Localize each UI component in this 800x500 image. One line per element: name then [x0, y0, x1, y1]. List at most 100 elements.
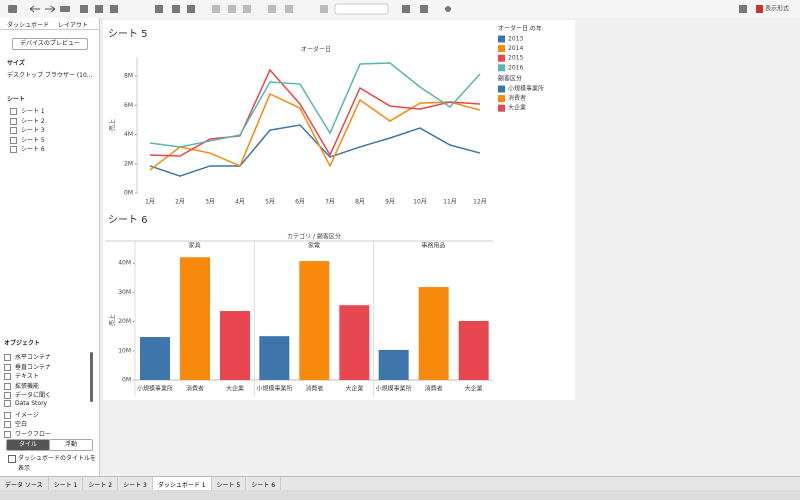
x-tick-label: 消費者: [186, 385, 204, 393]
x-tick-label: 5月: [265, 199, 275, 206]
checkbox[interactable]: [8, 455, 16, 463]
x-tick-label: 4月: [235, 199, 245, 206]
x-tick-label: 大企業: [226, 385, 244, 393]
y-axis-label: 売上: [109, 119, 117, 131]
legend-swatch: [498, 54, 505, 62]
object-item[interactable]: テキスト: [4, 371, 39, 380]
y-tick-label: 0M: [124, 190, 133, 197]
bar: [378, 349, 409, 380]
legend-label: 大企業: [508, 104, 526, 112]
object-item[interactable]: イメージ: [4, 410, 39, 419]
sheet-tab[interactable]: データ ソース: [0, 477, 49, 490]
y-tick-label: 6M: [124, 102, 133, 109]
divider: [0, 29, 99, 30]
legend-label: 2015: [508, 55, 523, 62]
size-label: サイズ: [7, 60, 25, 67]
x-tick-label: 大企業: [465, 385, 483, 393]
x-tick-label: 12月: [473, 199, 487, 206]
sheet-tab[interactable]: シート 6: [246, 477, 282, 490]
line-series: [149, 92, 481, 171]
x-tick-label: 7月: [325, 199, 335, 206]
sidebar: ダッシュボード レイアウト デバイスのプレビュー サイズ デスクトップ ブラウザ…: [0, 18, 100, 476]
legend-title: オーダー日 の年: [498, 25, 542, 33]
sheet-tab[interactable]: シート 1: [49, 477, 84, 490]
toolbar-icons: [8, 3, 763, 15]
legend-swatch: [498, 64, 505, 72]
scrollbar[interactable]: [90, 352, 93, 402]
sheet-tab[interactable]: ダッシュボード 1: [152, 477, 212, 490]
chart-title: シート 5: [108, 29, 148, 40]
sheet-item[interactable]: シート 6: [10, 144, 45, 153]
x-tick-label: 消費者: [425, 385, 443, 393]
x-tick-label: 6月: [295, 199, 305, 206]
legend-label: 消費者: [508, 94, 526, 102]
chart-title: シート 6: [108, 215, 148, 226]
y-axis-label: 売上: [109, 314, 117, 326]
checkbox-label[interactable]: ダッシュボードのタイトルを表示: [18, 455, 97, 472]
format-button[interactable]: 表示形式: [765, 5, 789, 13]
y-tick-label: 0M: [122, 377, 131, 384]
sheet-item[interactable]: シート 1: [10, 106, 45, 115]
float-button[interactable]: 浮動: [49, 439, 93, 451]
y-tick-label: 2M: [124, 160, 133, 167]
line-series: [149, 124, 481, 177]
sheet-tabs: データ ソース シート 1 シート 2 シート 3 ダッシュボード 1 シート 5 シート …: [0, 476, 800, 490]
bar: [418, 287, 449, 380]
bar: [140, 337, 170, 380]
bar: [220, 311, 250, 380]
x-tick-label: 3月: [205, 199, 215, 206]
x-tick-label: 2月: [175, 199, 185, 206]
sheet-item[interactable]: シート 5: [10, 135, 45, 144]
y-tick-label: 8M: [124, 73, 133, 80]
object-item[interactable]: データに聞く: [4, 390, 51, 399]
x-tick-label: 小規模事業所: [376, 385, 412, 393]
legend-swatch: [498, 45, 505, 53]
objects-label: オブジェクト: [4, 340, 41, 347]
object-item[interactable]: 垂直コンテナ: [4, 362, 51, 371]
x-tick-label: 10月: [413, 199, 427, 206]
sheet-tab[interactable]: シート 2: [83, 477, 119, 490]
y-tick-label: 20M: [118, 318, 131, 325]
y-tick-label: 40M: [118, 260, 131, 267]
bar: [299, 261, 330, 380]
y-tick-label: 10M: [118, 347, 131, 354]
object-item[interactable]: Data Story: [4, 400, 47, 407]
size-select[interactable]: デスクトップ ブラウザー (10...: [7, 72, 93, 79]
sheet-item[interactable]: シート 3: [10, 125, 45, 134]
sheet-tab[interactable]: シート 5: [212, 477, 247, 490]
x-tick-label: 小規模事業所: [137, 385, 173, 393]
sheet-tab[interactable]: シート 3: [118, 477, 153, 490]
object-item[interactable]: 水平コンテナ: [4, 352, 51, 361]
object-item[interactable]: ワークフロー: [4, 429, 51, 438]
sheet-item[interactable]: シート 2: [10, 116, 45, 125]
x-tick-label: 小規模事業所: [256, 385, 292, 393]
object-item[interactable]: 空白: [4, 419, 27, 428]
y-tick-label: 4M: [124, 131, 133, 138]
x-tick-label: 11月: [443, 199, 457, 206]
object-item[interactable]: 拡張機能: [4, 381, 39, 390]
y-tick-label: 30M: [118, 289, 131, 296]
panel-header: 家電: [308, 242, 320, 250]
legend-label: 2014: [508, 45, 523, 52]
tile-button[interactable]: タイル: [6, 439, 50, 451]
legend-swatch: [498, 104, 505, 112]
preview-button[interactable]: デバイスのプレビュー: [12, 38, 88, 50]
legend-label: 2016: [508, 64, 523, 71]
bar: [458, 320, 489, 380]
tab[interactable]: ダッシュボード: [7, 22, 50, 29]
line-series: [149, 62, 481, 148]
x-tick-label: 大企業: [345, 385, 363, 393]
status-bar: [0, 490, 800, 500]
tab[interactable]: レイアウト: [58, 22, 89, 29]
sheets-label: シート: [7, 96, 26, 103]
legend-label: 小規模事業所: [508, 85, 544, 93]
legend-swatch: [498, 85, 505, 93]
panel-header: 事務用品: [421, 242, 445, 250]
legend-swatch: [498, 95, 505, 103]
bar: [259, 336, 290, 380]
legend-swatch: [498, 35, 505, 43]
x-tick-label: 消費者: [305, 385, 323, 393]
legend-label: 2013: [508, 36, 523, 43]
